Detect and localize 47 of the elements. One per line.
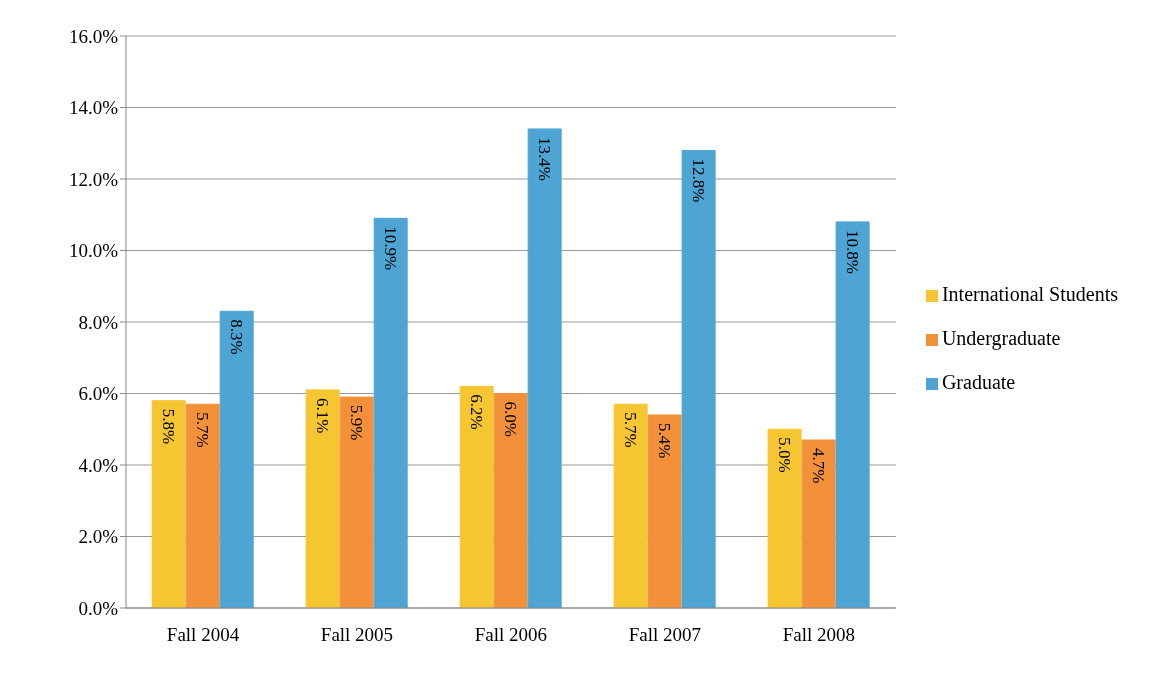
bar — [493, 393, 528, 608]
bar — [647, 414, 682, 608]
y-tick-label: 6.0% — [78, 383, 119, 405]
y-tick-label: 10.0% — [68, 240, 119, 262]
bar — [801, 439, 836, 608]
legend-label: Undergraduate — [941, 327, 1061, 349]
data-label: 5.9% — [347, 405, 367, 441]
y-tick-label: 12.0% — [68, 168, 119, 190]
legend-label: International Students — [941, 283, 1118, 305]
data-label: 5.7% — [193, 412, 213, 448]
y-tick-label: 16.0% — [68, 25, 119, 47]
bar — [305, 389, 340, 608]
data-label: 13.4% — [535, 136, 555, 181]
x-tick-label: Fall 2004 — [166, 624, 240, 646]
y-tick-label: 0.0% — [78, 597, 119, 619]
bar — [527, 128, 562, 608]
bar — [459, 385, 494, 608]
data-label: 10.8% — [843, 229, 863, 274]
legend-label: Graduate — [941, 371, 1016, 393]
data-label: 12.8% — [689, 158, 709, 203]
bar — [613, 403, 648, 608]
data-label: 6.0% — [501, 401, 521, 437]
data-label: 5.0% — [775, 437, 795, 473]
data-label: 10.9% — [381, 226, 401, 271]
y-tick-label: 8.0% — [78, 311, 119, 333]
bar — [185, 403, 220, 608]
x-tick-label: Fall 2006 — [474, 624, 548, 646]
y-tick-label: 4.0% — [78, 454, 119, 476]
data-label: 5.4% — [655, 422, 675, 459]
data-label: 6.2% — [467, 394, 487, 430]
x-tick-label: Fall 2007 — [628, 624, 702, 646]
bar — [219, 310, 254, 608]
y-tick-label: 2.0% — [78, 526, 119, 548]
data-label: 6.1% — [313, 397, 333, 434]
bar — [767, 428, 802, 608]
x-tick-label: Fall 2005 — [320, 624, 394, 646]
data-label: 5.8% — [159, 408, 179, 445]
data-label: 4.7% — [809, 447, 829, 484]
bar — [681, 149, 716, 608]
bar — [339, 396, 374, 608]
bar — [151, 400, 186, 608]
x-tick-label: Fall 2008 — [782, 624, 856, 646]
bar — [373, 217, 408, 608]
y-tick-label: 14.0% — [68, 97, 119, 119]
data-label: 5.7% — [621, 412, 641, 448]
data-label: 8.3% — [227, 319, 247, 355]
bar — [835, 221, 870, 608]
